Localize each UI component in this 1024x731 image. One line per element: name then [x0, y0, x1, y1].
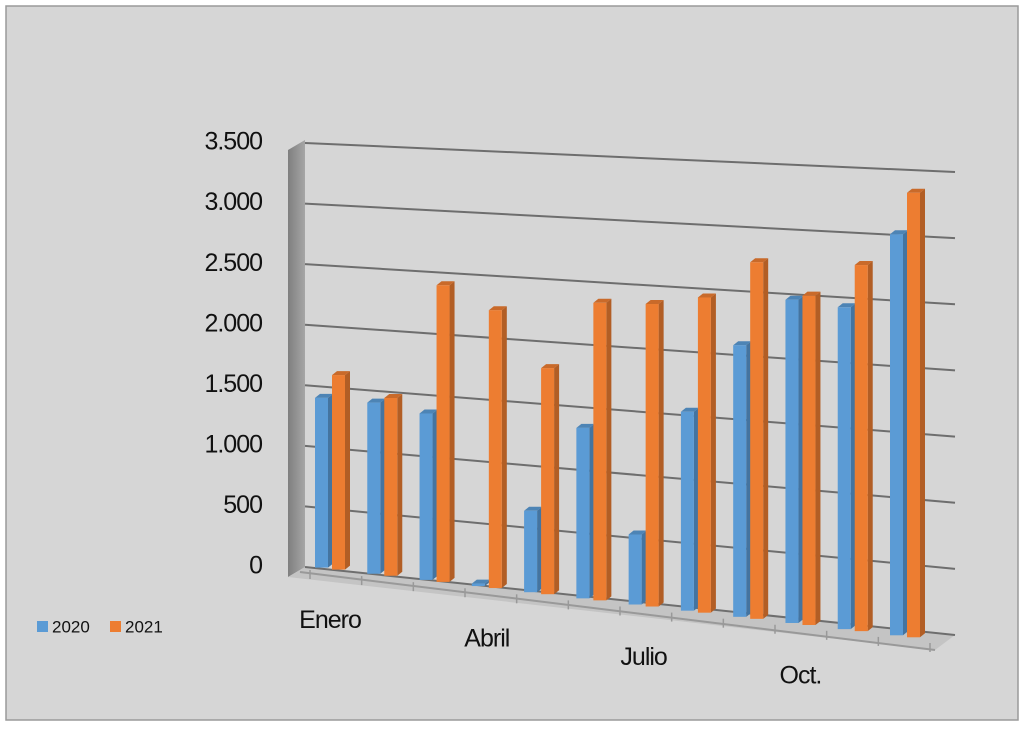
- y-tick-label: 1.500: [204, 370, 262, 398]
- bar: [907, 192, 920, 638]
- grid-line: [304, 263, 956, 306]
- y-tick-label: 3.500: [204, 128, 262, 156]
- bar-top: [419, 409, 438, 414]
- bar-side: [763, 258, 769, 619]
- y-tick-label: 500: [223, 491, 262, 519]
- bar: [733, 345, 747, 617]
- bar: [890, 234, 903, 636]
- bar-top: [315, 393, 333, 398]
- bar-top: [890, 230, 908, 235]
- bar-side: [606, 298, 612, 601]
- bar-side: [920, 188, 925, 638]
- bar-side: [397, 394, 403, 576]
- bar-side: [449, 281, 455, 582]
- y-tick-label: 0: [249, 552, 262, 580]
- left-wall: [288, 140, 305, 577]
- bar-side: [850, 303, 856, 630]
- bar: [802, 295, 816, 625]
- bar-side: [484, 579, 490, 587]
- bar-side: [693, 407, 699, 611]
- bar-top: [697, 293, 716, 298]
- grid-line: [304, 142, 956, 173]
- legend-label: 2020: [52, 617, 90, 636]
- x-tick-label: Enero: [299, 606, 361, 634]
- bar: [697, 297, 711, 613]
- bar-top: [750, 258, 769, 263]
- bar-side: [380, 398, 386, 574]
- bar-side: [658, 300, 664, 607]
- bar-top: [593, 298, 612, 303]
- bar: [854, 265, 868, 632]
- bar-top: [488, 306, 507, 311]
- bar: [367, 402, 381, 574]
- bar: [576, 427, 590, 599]
- bar: [750, 262, 764, 619]
- floor-edge: [299, 571, 936, 651]
- bar-top: [384, 394, 403, 399]
- y-tick-label: 2.000: [204, 309, 262, 337]
- bar-side: [345, 371, 350, 570]
- legend: 2020 2021: [37, 617, 163, 636]
- bar-top: [576, 423, 595, 428]
- bar-side: [903, 230, 908, 636]
- bar-side: [746, 341, 752, 617]
- bar-side: [710, 293, 716, 613]
- bar-top: [524, 506, 543, 511]
- bar: [332, 375, 345, 570]
- bar-top: [837, 303, 856, 308]
- grid-line: [304, 202, 956, 240]
- bar-top: [907, 188, 925, 193]
- bar-top: [332, 371, 350, 376]
- legend-swatch: [37, 621, 48, 632]
- bar-top: [541, 364, 560, 369]
- floor: [288, 567, 955, 650]
- bar: [628, 534, 642, 605]
- bar: [419, 413, 433, 580]
- bar: [785, 299, 799, 623]
- bar-top: [785, 295, 804, 300]
- bar: [593, 302, 607, 601]
- bar-side: [501, 306, 507, 589]
- y-tick-label: 3.000: [204, 188, 262, 216]
- bar: [488, 310, 502, 589]
- bar: [645, 304, 659, 607]
- bar: [524, 510, 538, 593]
- bar: [315, 397, 328, 568]
- bar: [837, 307, 851, 630]
- bar-side: [798, 295, 804, 623]
- legend-swatch: [110, 621, 121, 632]
- bar-top: [367, 398, 386, 403]
- bar-top: [645, 300, 664, 305]
- x-tick-label: Julio: [620, 643, 667, 671]
- bar: [471, 583, 485, 587]
- bar-side: [537, 506, 543, 593]
- bar-top: [471, 579, 490, 584]
- bar-side: [867, 261, 873, 632]
- y-tick-label: 2.500: [204, 249, 262, 277]
- x-tick-label: Abril: [464, 624, 509, 652]
- bar: [384, 398, 398, 576]
- bar-top: [733, 341, 752, 346]
- bar: [436, 285, 450, 582]
- bar-side: [815, 291, 821, 625]
- bar-top: [436, 281, 455, 286]
- legend-label: 2021: [125, 617, 163, 636]
- bar-top: [628, 530, 647, 535]
- bar-top: [802, 291, 821, 296]
- bar-side: [589, 423, 595, 599]
- bar: [680, 411, 694, 611]
- bar-side: [641, 530, 647, 605]
- x-tick-label: Oct.: [780, 661, 822, 689]
- bar-side: [432, 409, 438, 580]
- y-tick-label: 1.000: [204, 430, 262, 458]
- bar-top: [854, 261, 873, 266]
- bar: [541, 368, 555, 595]
- bar-top: [680, 407, 699, 412]
- bar-side: [328, 393, 333, 568]
- bar-side: [554, 364, 560, 595]
